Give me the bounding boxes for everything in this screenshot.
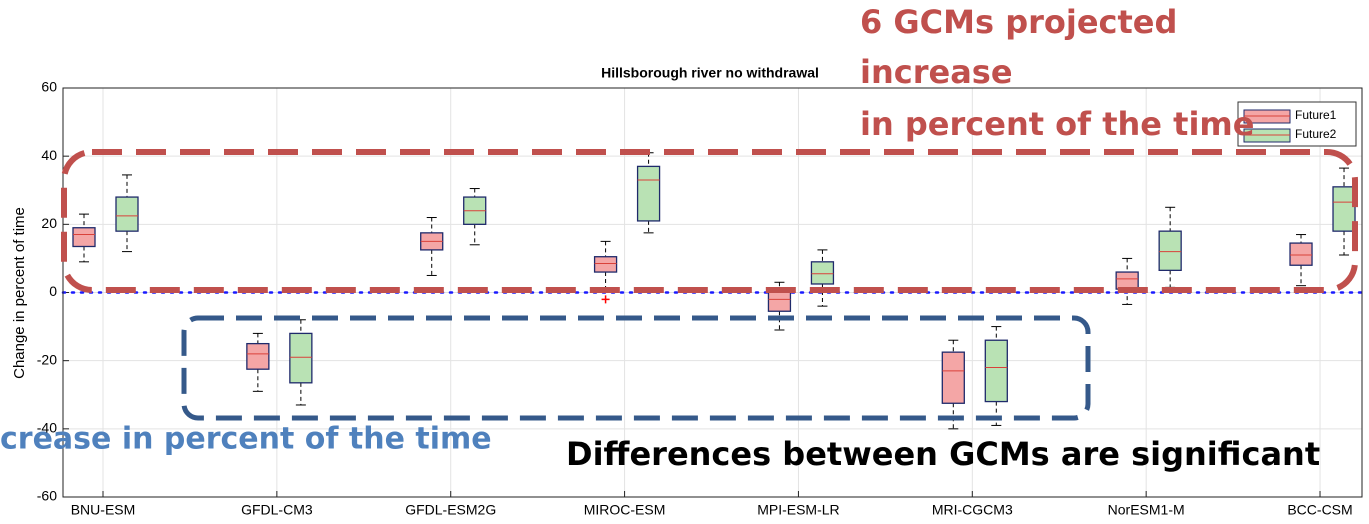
x-tick-label: BNU-ESM bbox=[71, 502, 136, 518]
box bbox=[810, 261, 835, 285]
box bbox=[1289, 242, 1313, 266]
box bbox=[1158, 230, 1182, 271]
y-axis-label: Change in percent of time bbox=[11, 207, 28, 379]
box bbox=[289, 332, 313, 384]
y-tick-label: 40 bbox=[41, 147, 57, 163]
annotation: in percent of the time bbox=[860, 105, 1254, 143]
y-tick-label: 0 bbox=[49, 283, 57, 299]
x-tick-label: MPI-ESM-LR bbox=[757, 502, 839, 518]
legend: Future1 Future2 bbox=[1237, 101, 1357, 147]
y-tick-label: -20 bbox=[37, 351, 57, 367]
annotation: 6 GCMs projected bbox=[860, 3, 1177, 41]
box bbox=[636, 165, 661, 222]
x-tick-label: MIROC-ESM bbox=[584, 502, 666, 518]
box bbox=[1332, 186, 1356, 232]
box bbox=[72, 227, 96, 248]
box bbox=[246, 342, 270, 370]
x-tick-label: BCC-CSM bbox=[1287, 502, 1352, 518]
box bbox=[984, 339, 1008, 403]
legend-label: Future2 bbox=[1295, 127, 1337, 141]
outlier bbox=[601, 295, 610, 304]
annotation: increase bbox=[860, 53, 1013, 91]
x-tick-label: GFDL-ESM2G bbox=[405, 502, 496, 518]
y-tick-label: -40 bbox=[37, 420, 57, 436]
x-tick-label: NorESM1-M bbox=[1108, 502, 1185, 518]
annotation: crease in percent of the time bbox=[0, 422, 492, 457]
axes-box bbox=[62, 87, 1363, 498]
box bbox=[115, 196, 139, 232]
chart-title: Hillsborough river no withdrawal bbox=[601, 65, 819, 81]
marks bbox=[61, 152, 1364, 430]
increase-highlight bbox=[61, 149, 1358, 293]
x-tick-label: GFDL-CM3 bbox=[241, 502, 313, 518]
box bbox=[593, 256, 618, 273]
decrease-highlight bbox=[181, 315, 1091, 421]
annotation: Differences between GCMs are significant bbox=[566, 435, 1320, 473]
y-tick-label: 20 bbox=[41, 215, 57, 231]
y-tick-label: -60 bbox=[37, 488, 57, 504]
legend-label: Future1 bbox=[1295, 108, 1337, 122]
y-tick-label: 60 bbox=[41, 79, 57, 95]
x-tick-label: MRI-CGCM3 bbox=[932, 502, 1013, 518]
box bbox=[941, 351, 965, 404]
box bbox=[1115, 271, 1139, 290]
